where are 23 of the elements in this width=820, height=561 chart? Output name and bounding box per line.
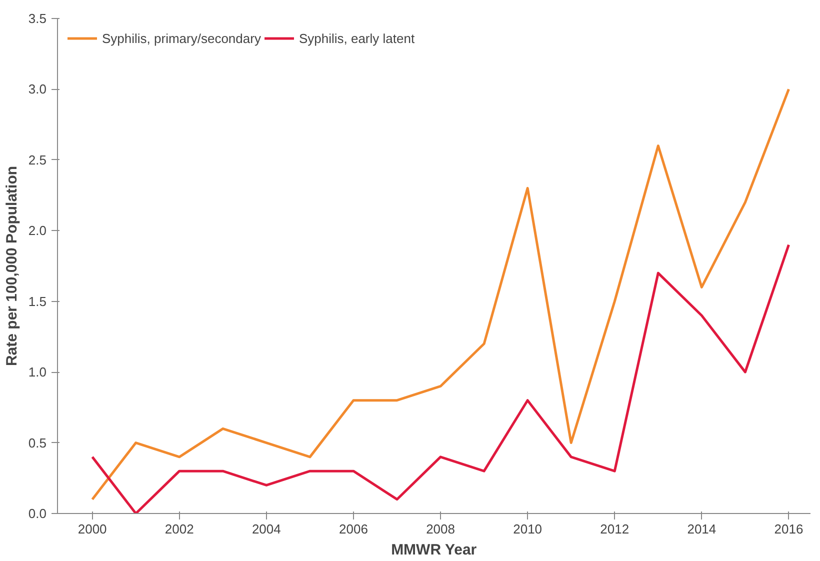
x-tick-label: 2000 [78,522,107,536]
y-tick-label: 1.5 [28,294,47,309]
x-tick-label: 2002 [164,522,194,536]
y-tick-label: 0.5 [28,435,47,450]
y-tick-label: 1.0 [28,364,47,380]
x-tick-label: 2012 [600,522,630,536]
y-axis-title: Rate per 100,000 Population [3,166,20,366]
y-tick-label: 3.5 [28,11,47,26]
y-tick-label: 2.5 [28,152,47,168]
legend-label: Syphilis, primary/secondary [102,30,261,46]
x-tick-label: 2014 [687,522,716,536]
y-tick-label: 3.0 [28,82,47,97]
x-tick-label: 2006 [339,522,368,536]
line-series [91,244,790,514]
y-tick-label: 0.0 [28,506,47,521]
x-axis-title: MMWR Year [391,542,477,558]
x-tick-label: 2010 [513,522,542,536]
x-tick-label: 2004 [252,522,281,536]
x-tick-label: 2016 [774,522,804,536]
legend-label: Syphilis, early latent [298,30,415,46]
x-tick-label: 2008 [426,522,455,536]
line-series [91,88,790,501]
y-tick-label: 2.0 [28,223,47,238]
